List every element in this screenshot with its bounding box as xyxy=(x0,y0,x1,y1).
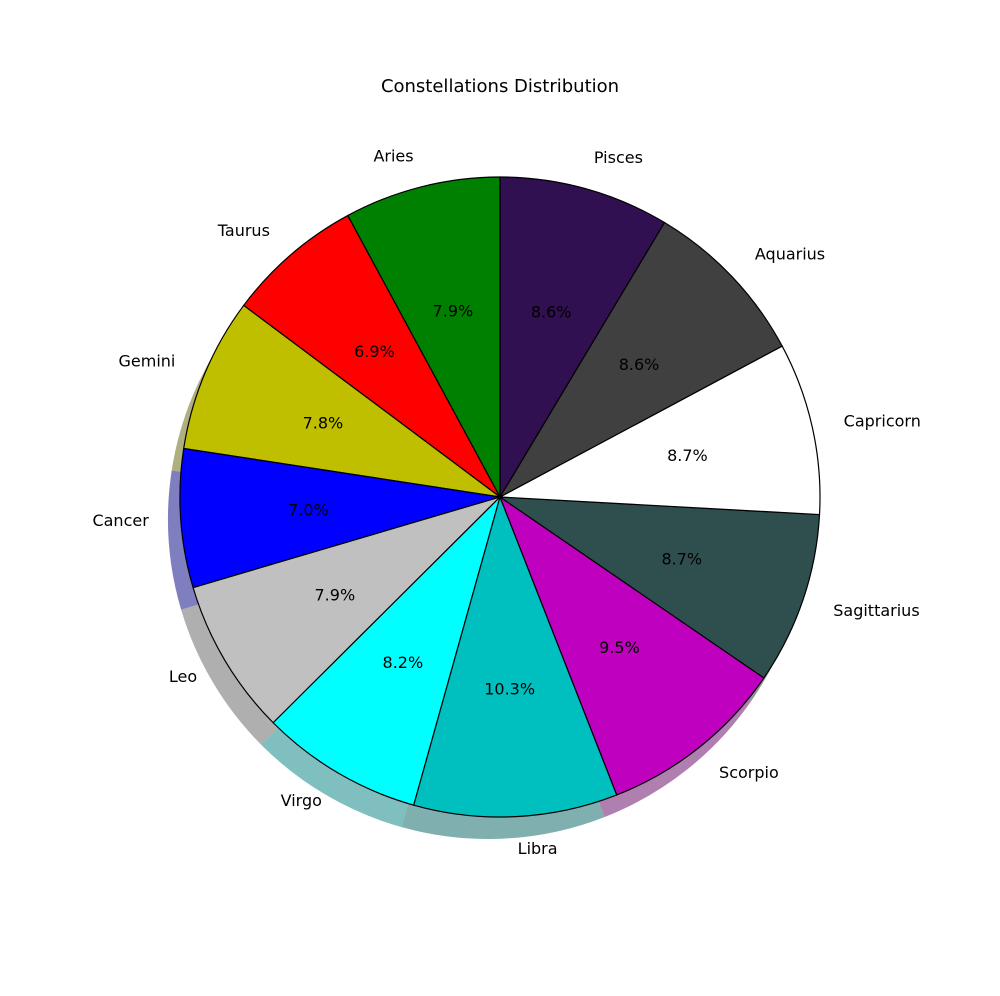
slice-label-aries: Aries xyxy=(373,146,413,165)
pie-slice-libra xyxy=(413,496,618,818)
pct-label-cancer: 7.0% xyxy=(288,500,329,519)
pct-label-leo: 7.9% xyxy=(315,585,356,604)
pie-slice-capricorn xyxy=(499,345,821,516)
pct-label-capricorn: 8.7% xyxy=(667,446,708,465)
pct-label-libra: 10.3% xyxy=(484,679,535,698)
pie-slice-pisces xyxy=(499,176,666,498)
slice-label-cancer: Cancer xyxy=(92,511,149,530)
pct-label-sagittarius: 8.7% xyxy=(661,549,702,568)
pie-slice-sagittarius xyxy=(499,496,821,679)
pie-slice-virgo xyxy=(272,496,501,806)
slice-label-virgo: Virgo xyxy=(281,791,322,810)
slice-label-libra: Libra xyxy=(518,839,558,858)
pie-slice-gemini xyxy=(183,304,501,498)
slice-label-capricorn: Capricorn xyxy=(844,411,921,430)
pct-label-aries: 7.9% xyxy=(433,301,474,320)
pct-label-pisces: 8.6% xyxy=(531,302,572,321)
slice-label-leo: Leo xyxy=(169,667,197,686)
pct-label-taurus: 6.9% xyxy=(354,342,395,361)
pct-label-aquarius: 8.6% xyxy=(619,355,660,374)
pie-slice-aquarius xyxy=(499,221,783,498)
slice-label-gemini: Gemini xyxy=(119,351,176,370)
slice-labels: Aries Taurus Gemini Cancer Leo Virgo Libra Scor… xyxy=(92,146,920,858)
slice-label-pisces: Pisces xyxy=(594,148,643,167)
pie-slice-cancer xyxy=(179,447,501,589)
slice-label-scorpio: Scorpio xyxy=(719,763,779,782)
pct-label-scorpio: 9.5% xyxy=(599,638,640,657)
pie-slice-aries xyxy=(347,176,501,498)
pie-slice-scorpio xyxy=(499,496,765,796)
pie-slices xyxy=(179,176,821,818)
pct-label-gemini: 7.8% xyxy=(303,413,344,432)
pie-slice-taurus xyxy=(243,214,501,498)
chart-title: Constellations Distribution xyxy=(381,76,619,97)
slice-label-aquarius: Aquarius xyxy=(755,245,825,264)
pct-label-virgo: 8.2% xyxy=(383,653,424,672)
slice-label-sagittarius: Sagittarius xyxy=(833,601,919,620)
slice-label-taurus: Taurus xyxy=(217,221,270,240)
percent-labels: 7.9% 6.9% 7.8% 7.0% 7.9% 8.2% 10.3% 9.5% 8.7% 8.7… xyxy=(288,301,708,698)
pie-slice-leo xyxy=(192,496,501,724)
